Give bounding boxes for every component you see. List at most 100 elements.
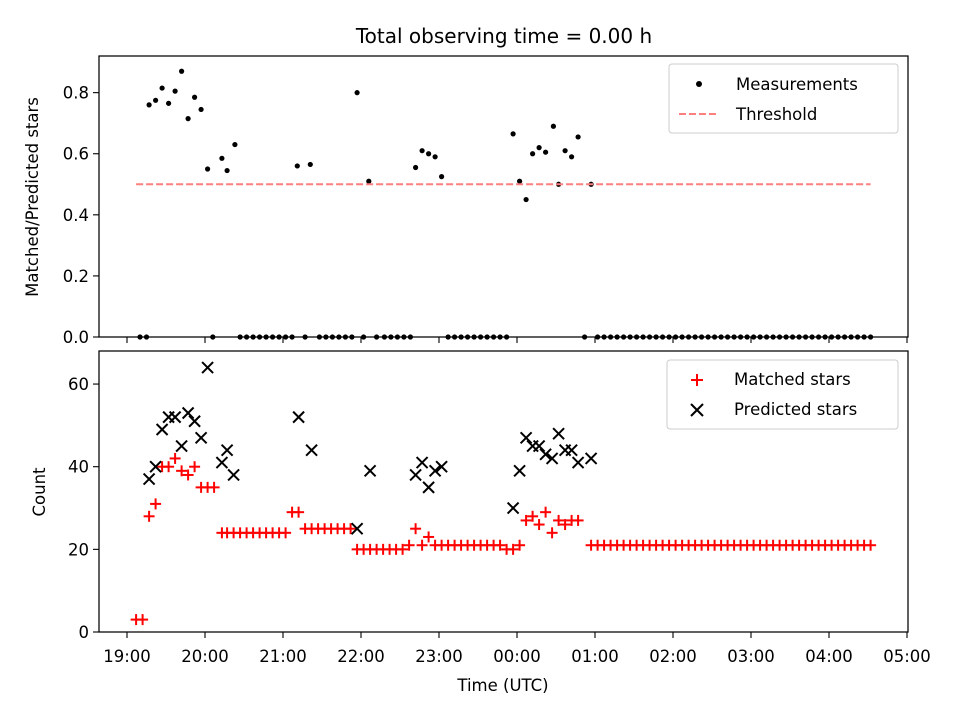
predicted-stars-point	[584, 452, 598, 465]
measurement-point	[562, 148, 568, 154]
matched-stars-point	[176, 465, 188, 477]
top-ytick-label: 0.0	[63, 328, 89, 347]
xtick-label: 01:00	[571, 647, 619, 666]
predicted-stars-point	[415, 456, 429, 469]
predicted-stars-point	[350, 522, 364, 535]
xtick-label: 02:00	[649, 647, 697, 666]
matched-stars-point	[169, 452, 181, 464]
matched-stars-point	[143, 510, 155, 522]
predicted-stars-point	[519, 431, 533, 444]
predicted-stars-point	[545, 452, 559, 465]
predicted-stars-point	[168, 410, 182, 424]
predicted-stars-point	[513, 464, 526, 478]
measurement-point	[419, 148, 425, 154]
bottom-ytick-label: 60	[68, 375, 89, 394]
predicted-stars-point	[565, 443, 578, 457]
predicted-stars-point	[194, 431, 208, 444]
matched-stars-point	[533, 519, 545, 531]
measurement-point	[354, 90, 360, 96]
xtick-label: 21:00	[259, 647, 307, 666]
top-chart-legend: Measurements Threshold	[668, 63, 899, 134]
predicted-stars-point	[532, 439, 546, 453]
matched-stars-point	[540, 506, 552, 518]
measurement-point	[205, 166, 211, 172]
matched-stars-point	[507, 543, 519, 555]
matched-stars-point	[553, 514, 565, 526]
top-ytick-label: 0.8	[63, 84, 89, 103]
measurement-point	[146, 102, 152, 108]
matched-stars-point	[559, 519, 571, 531]
predicted-stars-point	[201, 361, 214, 374]
xtick-label: 23:00	[415, 647, 463, 666]
predicted-stars-point	[220, 443, 234, 457]
measurement-point	[550, 123, 557, 129]
top-ytick-label: 0.2	[63, 267, 89, 286]
predicted-stars-point	[363, 464, 377, 478]
matched-stars-point	[137, 614, 149, 626]
xtick-label: 04:00	[805, 647, 853, 666]
matched-stars-point	[345, 523, 357, 535]
matched-stars-point	[163, 461, 175, 473]
bottom-chart-frame	[98, 350, 909, 633]
measurement-point	[224, 167, 230, 174]
measurement-point	[510, 131, 516, 137]
measurement-point	[185, 116, 191, 122]
predicted-stars-point	[292, 410, 305, 424]
top-chart-ylabel: Matched/Predicted stars	[23, 97, 42, 297]
measurement-point	[198, 106, 204, 113]
predicted-stars-point	[428, 464, 442, 478]
top-chart-panel: 0.00.20.40.60.8 Matched/Predicted stars …	[23, 55, 909, 347]
predicted-stars-point	[215, 456, 229, 469]
measurement-point	[153, 97, 159, 103]
matched-legend-label: Matched stars	[734, 370, 851, 389]
matched-stars-point	[397, 543, 409, 555]
predicted-stars-point	[175, 439, 188, 453]
xtick-label: 19:00	[103, 647, 151, 666]
predicted-legend-marker	[690, 403, 704, 417]
xtick-label: 20:00	[181, 647, 229, 666]
bottom-chart-panel: 0 20 40 60 19:00 20:00 21:00 22:00 23:00 00:00 01:…	[30, 350, 931, 695]
matched-stars-point	[182, 469, 194, 481]
top-ytick-label: 0.4	[63, 206, 89, 225]
xtick-label: 22:00	[337, 647, 385, 666]
measurements-legend-label: Measurements	[736, 75, 858, 94]
measurement-point	[413, 164, 419, 171]
top-legend-frame	[668, 63, 899, 134]
predicted-stars-point	[571, 456, 585, 469]
measurement-point	[166, 100, 172, 106]
measurement-point	[517, 178, 523, 184]
predicted-stars-point	[155, 423, 169, 436]
bottom-legend-frame	[666, 359, 899, 430]
measurement-point	[439, 174, 445, 180]
bottom-chart-axes: 0 20 40 60 19:00 20:00 21:00 22:00 23:00 00:00 01:…	[68, 375, 931, 666]
xtick-label: 05:00	[883, 647, 931, 666]
predicted-stars-point	[188, 415, 201, 428]
top-chart-title: Total observing time = 0.00 h	[355, 24, 652, 48]
measurement-point	[569, 154, 575, 160]
matched-stars-point	[527, 510, 539, 522]
matched-stars-point	[494, 539, 506, 551]
predicted-stars-point	[552, 427, 565, 440]
measurement-point	[426, 151, 432, 157]
predicted-stars-point	[506, 501, 520, 515]
threshold-legend-label: Threshold	[735, 105, 817, 124]
measurement-point	[536, 145, 542, 151]
matched-stars-point	[150, 498, 162, 510]
matched-stars-point	[546, 527, 558, 539]
predicted-stars-point	[539, 448, 552, 461]
bottom-chart-ylabel: Count	[30, 467, 49, 517]
measurement-point	[307, 161, 313, 168]
measurement-point	[294, 163, 300, 169]
matched-stars-point	[865, 539, 877, 551]
top-chart-axes: 0.0 0.2 0.4 0.6 0.8	[63, 84, 908, 347]
measurement-point	[575, 134, 581, 140]
measurement-point	[366, 178, 372, 184]
matched-stars-point	[293, 506, 305, 518]
bottom-chart-marks	[130, 361, 877, 626]
predicted-stars-point	[409, 468, 422, 482]
predicted-stars-point	[142, 472, 156, 486]
measurement-point	[192, 94, 198, 100]
measurements-legend-marker	[696, 81, 702, 87]
top-chart-frame	[98, 55, 909, 338]
